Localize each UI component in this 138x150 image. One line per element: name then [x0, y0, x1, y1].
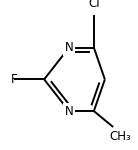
Text: Cl: Cl	[88, 0, 100, 10]
Text: CH₃: CH₃	[109, 130, 131, 143]
Text: N: N	[65, 105, 73, 118]
Text: F: F	[10, 73, 17, 86]
Text: N: N	[65, 41, 73, 54]
